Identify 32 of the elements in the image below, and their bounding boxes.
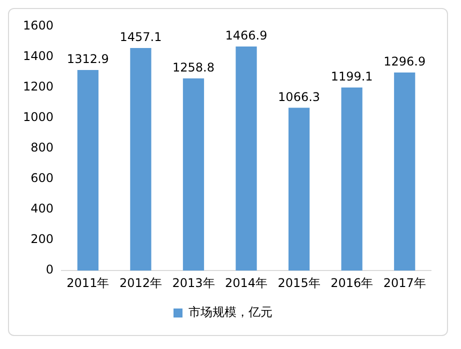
y-tick-label: 200 [30,232,54,246]
data-label: 1066.3 [278,90,320,104]
data-label: 1199.1 [330,70,373,84]
x-tick-label: 2011年 [66,276,110,290]
data-label: 1457.1 [120,30,162,44]
y-tick-label: 0 [46,262,54,277]
bar [288,108,310,271]
x-tick-label: 2016年 [330,276,374,290]
frame: 市场规模，亿元 2011年 2012年 2013年 2014年 2015年 2016年 2017年 0 200 400 600 800 1000 1200 1400 1600 1312.9 1457.1 1258.8 1466.9 1066.3 1199.1 1296.9 [8,8,448,336]
x-tick-label: 2012年 [119,276,162,290]
bar [236,46,257,271]
data-label: 1296.9 [384,54,426,69]
y-tick-label: 1600 [22,18,54,32]
data-label: 1466.9 [225,28,268,43]
bar [341,87,362,271]
bar [182,78,204,271]
y-tick-label: 600 [30,171,54,186]
x-tick-label: 2015年 [278,276,320,290]
data-label: 1312.9 [66,52,109,66]
bar [394,72,416,271]
x-tick-label: 2013年 [172,276,215,290]
y-tick-label: 1400 [22,48,54,63]
x-tick-label: 2014年 [224,276,268,290]
y-tick-label: 400 [30,202,54,216]
bar [77,70,98,271]
data-label: 1258.8 [172,60,214,74]
y-tick-label: 1000 [22,110,54,124]
bar [130,48,152,271]
legend-label: 市场规模，亿元 [188,305,272,320]
y-tick-label: 800 [30,140,54,155]
x-tick-label: 2017年 [383,276,426,290]
y-tick-label: 1200 [22,79,54,94]
